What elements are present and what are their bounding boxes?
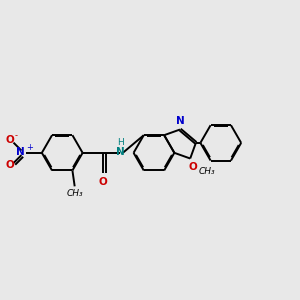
Text: -: - xyxy=(14,131,17,140)
Text: N: N xyxy=(176,116,185,126)
Text: O: O xyxy=(99,177,107,187)
Text: O: O xyxy=(6,135,14,146)
Text: N: N xyxy=(16,147,25,157)
Text: +: + xyxy=(26,143,33,152)
Text: CH₃: CH₃ xyxy=(199,167,215,176)
Text: CH₃: CH₃ xyxy=(66,189,83,198)
Text: O: O xyxy=(6,160,14,170)
Text: O: O xyxy=(188,163,197,172)
Text: N: N xyxy=(116,147,125,157)
Text: H: H xyxy=(117,138,124,147)
